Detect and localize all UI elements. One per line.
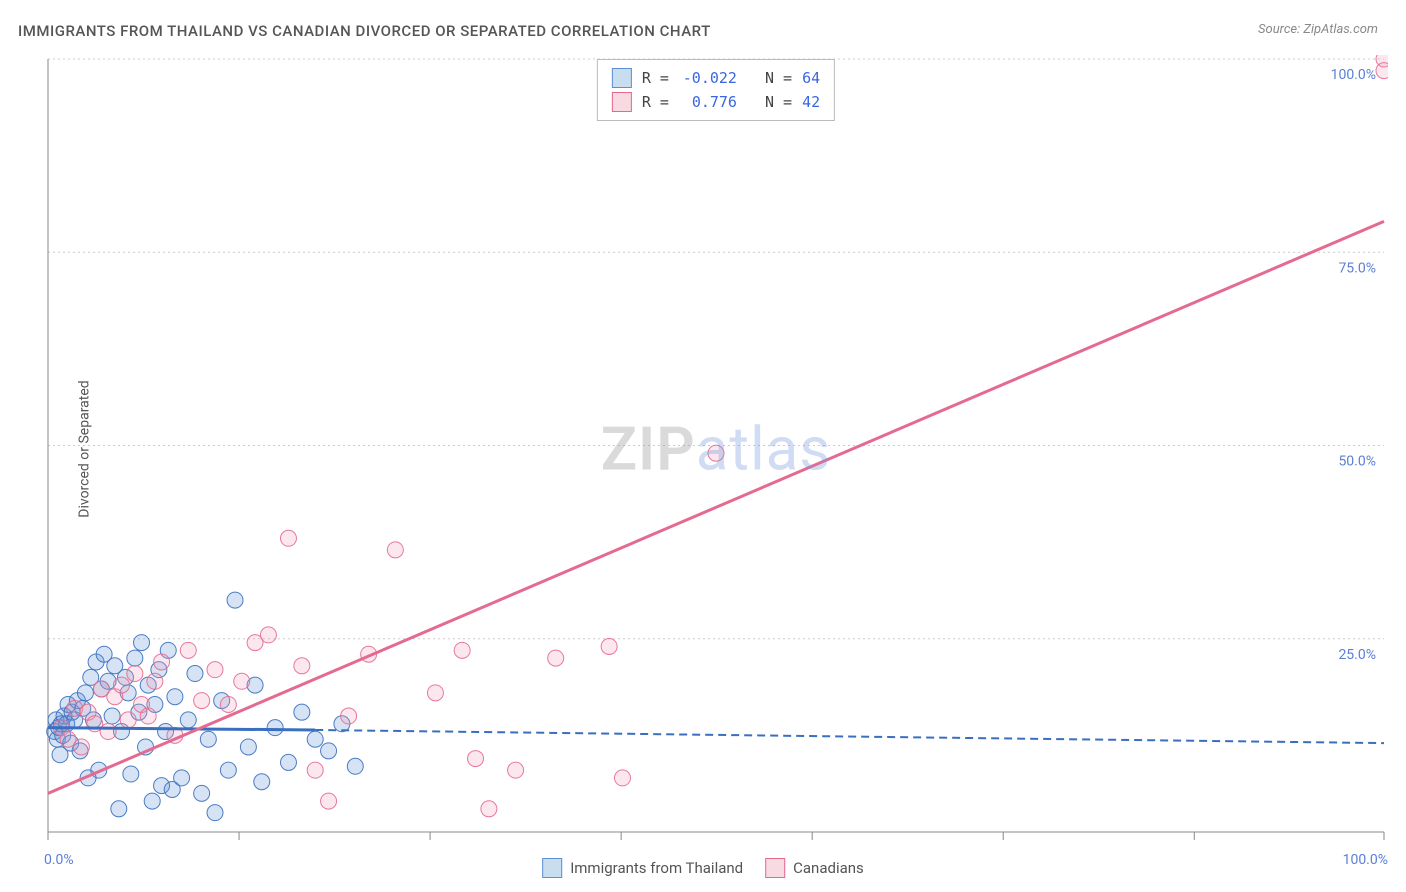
- legend-row: R = 0.776 N = 42: [612, 90, 820, 114]
- legend-r-label: R =: [642, 69, 669, 87]
- data-point: [307, 762, 323, 778]
- data-point: [120, 712, 136, 728]
- data-point: [174, 770, 190, 786]
- data-point: [601, 638, 617, 654]
- series-legend: Immigrants from Thailand Canadians: [542, 858, 864, 878]
- data-point: [220, 762, 236, 778]
- chart-container: IMMIGRANTS FROM THAILAND VS CANADIAN DIV…: [0, 0, 1406, 892]
- data-point: [200, 731, 216, 747]
- chart-title: IMMIGRANTS FROM THAILAND VS CANADIAN DIV…: [18, 22, 711, 40]
- source-attribution: Source: ZipAtlas.com: [1258, 22, 1378, 37]
- data-point: [111, 801, 127, 817]
- data-point: [100, 724, 116, 740]
- data-point: [260, 627, 276, 643]
- correlation-legend: R = -0.022 N = 64 R = 0.776 N = 42: [597, 59, 835, 121]
- legend-n-label: N =: [765, 69, 792, 87]
- data-point: [194, 785, 210, 801]
- data-point: [708, 445, 724, 461]
- data-point: [294, 658, 310, 674]
- data-point: [427, 685, 443, 701]
- data-point: [147, 673, 163, 689]
- data-point: [294, 704, 310, 720]
- legend-n-label: N =: [765, 93, 792, 111]
- y-tick-label: 100.0%: [1331, 67, 1376, 83]
- series-legend-item: Canadians: [765, 858, 864, 878]
- legend-n-value: 42: [802, 93, 820, 111]
- data-point: [180, 642, 196, 658]
- data-point: [187, 666, 203, 682]
- data-point: [1376, 63, 1388, 79]
- y-tick-label: 25.0%: [1338, 647, 1376, 663]
- x-axis-min-label: 0.0%: [44, 852, 74, 868]
- data-point: [280, 754, 296, 770]
- data-point: [341, 708, 357, 724]
- data-point: [134, 635, 150, 651]
- legend-swatch: [765, 858, 785, 878]
- data-point: [140, 708, 156, 724]
- data-point: [481, 801, 497, 817]
- chart-area: Divorced or Separated 25.0% 50.0% 75.0% 100…: [44, 55, 1388, 842]
- data-point: [227, 592, 243, 608]
- scatter-plot: 25.0% 50.0% 75.0% 100.0%: [44, 55, 1388, 842]
- series-legend-label: Canadians: [793, 859, 864, 877]
- data-point: [240, 739, 256, 755]
- data-point: [127, 666, 143, 682]
- data-point: [207, 805, 223, 821]
- data-point: [234, 673, 250, 689]
- data-point: [614, 770, 630, 786]
- legend-r-value: -0.022: [679, 69, 737, 87]
- data-point: [220, 696, 236, 712]
- legend-swatch: [612, 68, 632, 88]
- series-legend-item: Immigrants from Thailand: [542, 858, 743, 878]
- data-point: [387, 542, 403, 558]
- data-point: [508, 762, 524, 778]
- data-point: [347, 758, 363, 774]
- data-point: [77, 685, 93, 701]
- legend-swatch: [542, 858, 562, 878]
- data-point: [321, 743, 337, 759]
- data-point: [207, 662, 223, 678]
- data-point: [154, 654, 170, 670]
- legend-row: R = -0.022 N = 64: [612, 66, 820, 90]
- data-point: [144, 793, 160, 809]
- series-legend-label: Immigrants from Thailand: [570, 859, 743, 877]
- data-point: [127, 650, 143, 666]
- data-point: [468, 751, 484, 767]
- y-tick-label: 50.0%: [1338, 454, 1376, 470]
- x-axis-max-label: 100.0%: [1343, 852, 1388, 868]
- data-point: [280, 530, 296, 546]
- y-tick-label: 75.0%: [1338, 260, 1376, 276]
- data-point: [548, 650, 564, 666]
- legend-r-value: 0.776: [679, 93, 737, 111]
- legend-swatch: [612, 92, 632, 112]
- data-point: [180, 712, 196, 728]
- data-point: [254, 774, 270, 790]
- data-point: [307, 731, 323, 747]
- data-point: [267, 720, 283, 736]
- data-point: [454, 642, 470, 658]
- data-point: [194, 693, 210, 709]
- y-axis-label: Divorced or Separated: [77, 380, 93, 517]
- legend-r-label: R =: [642, 93, 669, 111]
- data-point: [73, 739, 89, 755]
- data-point: [123, 766, 139, 782]
- data-point: [113, 677, 129, 693]
- data-point: [167, 689, 183, 705]
- data-point: [104, 708, 120, 724]
- legend-n-value: 64: [802, 69, 820, 87]
- data-point: [321, 793, 337, 809]
